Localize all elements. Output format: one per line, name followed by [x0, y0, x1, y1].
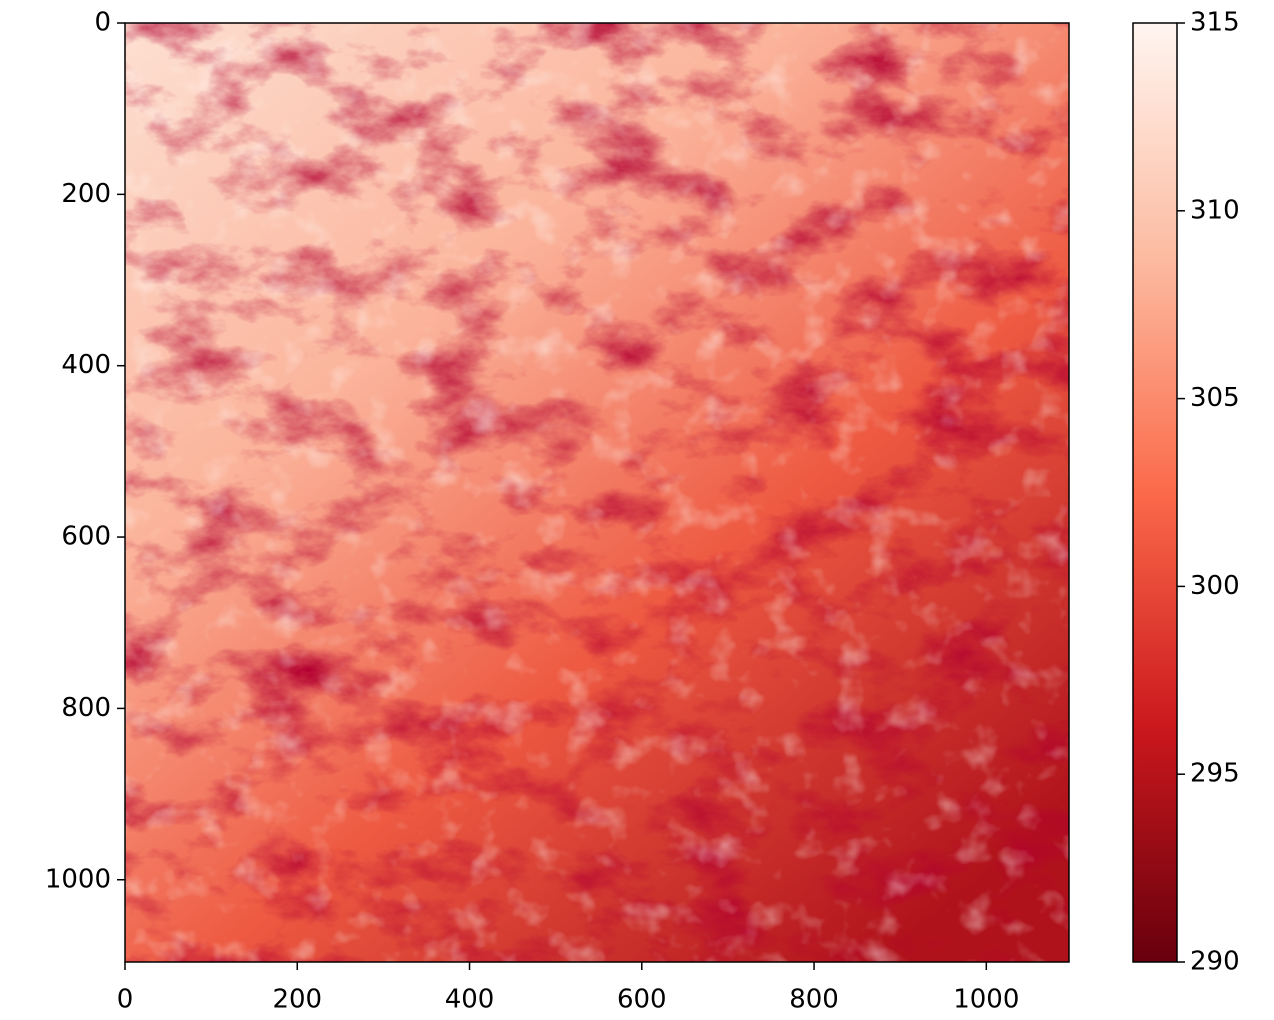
colorbar-tick-label: 310	[1190, 195, 1240, 225]
colorbar-tick-label: 295	[1190, 759, 1240, 789]
y-tick-label: 200	[61, 179, 111, 209]
axes-frame	[124, 22, 1070, 963]
x-tick-label: 800	[789, 985, 839, 1015]
colorbar-tick-label: 300	[1190, 571, 1240, 601]
colorbar-frame	[1132, 22, 1178, 963]
y-tick-label: 400	[61, 350, 111, 380]
colorbar-tick-label: 290	[1190, 947, 1240, 977]
colorbar-gradient	[1133, 23, 1177, 962]
x-tick-label: 400	[445, 985, 495, 1015]
x-tick-label: 0	[117, 985, 134, 1015]
colorbar-tick-label: 315	[1190, 8, 1240, 38]
colorbar: 290 295 300 305 310 315	[1133, 8, 1240, 977]
x-tick-label: 600	[617, 985, 667, 1015]
x-tick-label: 200	[272, 985, 322, 1015]
heatmap-image	[125, 23, 1069, 962]
y-tick-label: 0	[94, 8, 111, 38]
y-tick-label: 800	[61, 693, 111, 723]
y-tick-label: 1000	[45, 864, 111, 894]
colorbar-tick-label: 305	[1190, 383, 1240, 413]
x-tick-label: 1000	[953, 985, 1019, 1015]
y-tick-label: 600	[61, 522, 111, 552]
